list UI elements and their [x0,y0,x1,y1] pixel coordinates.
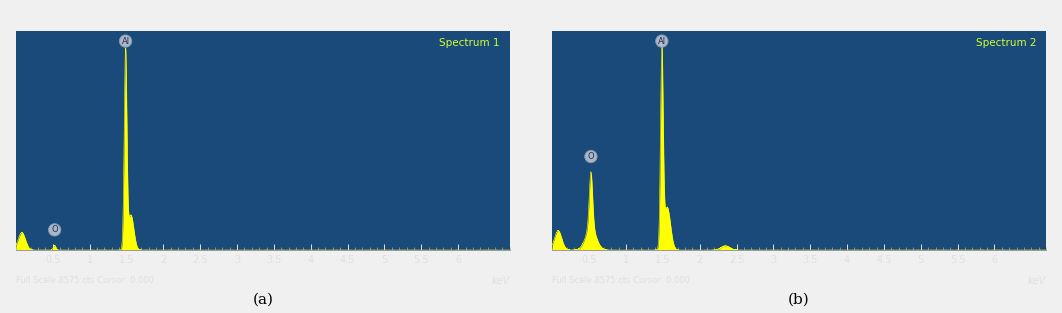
Text: (b): (b) [788,293,809,307]
Text: Al: Al [657,37,666,46]
Text: Spectrum 1: Spectrum 1 [440,38,500,48]
Text: O: O [51,225,58,234]
Text: O: O [587,152,595,161]
Text: Full Scale 8575 cts Cursor: 0.000: Full Scale 8575 cts Cursor: 0.000 [16,276,154,285]
Text: keV: keV [492,276,510,285]
Text: Al: Al [121,37,130,46]
Text: Spectrum 2: Spectrum 2 [976,38,1037,48]
Text: (a): (a) [253,293,274,307]
Text: Full Scale 8575 cts Cursor: 0.000: Full Scale 8575 cts Cursor: 0.000 [552,276,690,285]
Text: keV: keV [1028,276,1046,285]
